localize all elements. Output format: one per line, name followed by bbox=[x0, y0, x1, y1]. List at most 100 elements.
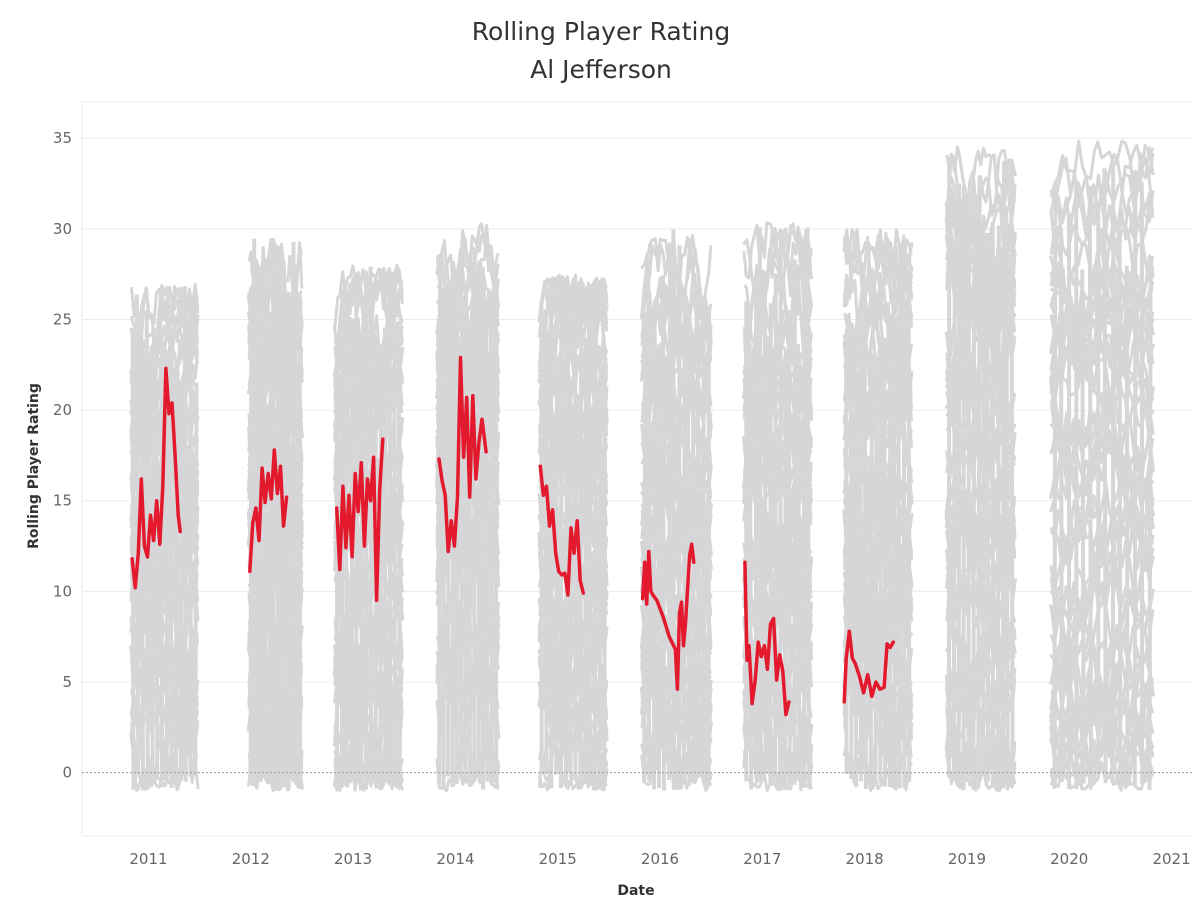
background-player-line bbox=[805, 227, 812, 785]
background-player-line bbox=[563, 289, 570, 785]
background-player-line bbox=[290, 242, 296, 780]
background-season-band bbox=[842, 227, 914, 793]
background-player-line bbox=[1058, 227, 1064, 775]
background-player-line bbox=[646, 263, 652, 781]
background-player-line bbox=[597, 359, 603, 780]
background-player-line bbox=[786, 310, 792, 785]
background-player-line bbox=[602, 358, 608, 774]
background-player-line bbox=[976, 175, 982, 773]
background-player-line bbox=[901, 251, 907, 788]
background-player-line bbox=[484, 316, 490, 782]
series-line[interactable] bbox=[743, 560, 791, 717]
y-tick-label: 10 bbox=[53, 582, 72, 600]
series-line[interactable] bbox=[538, 464, 586, 597]
background-player-line bbox=[671, 229, 676, 780]
x-tick-label: 2014 bbox=[436, 850, 474, 868]
background-player-line bbox=[392, 349, 397, 784]
chart-title: Rolling Player Rating bbox=[472, 17, 730, 46]
background-player-line bbox=[267, 367, 273, 778]
x-tick-label: 2018 bbox=[846, 850, 884, 868]
background-player-line bbox=[842, 233, 914, 402]
background-player-line bbox=[853, 351, 859, 788]
y-tick-label: 15 bbox=[53, 492, 72, 510]
y-axis-label: Rolling Player Rating bbox=[26, 383, 42, 549]
background-player-line bbox=[747, 342, 754, 790]
background-player-line bbox=[150, 385, 156, 773]
background-player-line bbox=[1124, 265, 1130, 786]
background-player-line bbox=[778, 230, 783, 790]
background-player-line bbox=[995, 225, 1001, 789]
y-tick-label: 20 bbox=[53, 401, 72, 419]
background-player-line bbox=[262, 267, 268, 775]
y-tick-label: 35 bbox=[53, 129, 72, 147]
background-player-line bbox=[270, 311, 276, 781]
background-player-line bbox=[858, 325, 864, 782]
background-player-line bbox=[882, 341, 888, 787]
x-tick-label: 2016 bbox=[641, 850, 679, 868]
background-player-line bbox=[164, 373, 170, 777]
background-player-line bbox=[1087, 185, 1094, 786]
y-axis-ticks: 0 5 10 15 20 25 30 35 bbox=[53, 129, 72, 781]
background-player-line bbox=[757, 226, 763, 783]
background-player-line bbox=[906, 288, 912, 782]
background-player-line bbox=[1049, 143, 1155, 250]
series-line[interactable] bbox=[437, 355, 488, 554]
background-player-line bbox=[592, 321, 598, 785]
chart-subtitle: Al Jefferson bbox=[530, 55, 672, 84]
background-player-line bbox=[359, 364, 365, 775]
background-season-band bbox=[639, 229, 714, 792]
y-tick-label: 0 bbox=[62, 764, 72, 782]
background-player-line bbox=[862, 283, 868, 790]
background-player-line bbox=[971, 238, 977, 790]
background-player-line bbox=[275, 245, 280, 790]
y-tick-label: 30 bbox=[53, 220, 72, 238]
background-player-line bbox=[640, 237, 713, 365]
x-tick-label: 2017 bbox=[743, 850, 781, 868]
x-tick-label: 2019 bbox=[948, 850, 986, 868]
background-season-band bbox=[944, 145, 1017, 793]
background-player-line bbox=[842, 237, 913, 421]
series-line[interactable] bbox=[334, 437, 385, 603]
series-line[interactable] bbox=[130, 366, 182, 590]
background-player-line bbox=[1147, 295, 1153, 791]
series-line[interactable] bbox=[842, 629, 896, 704]
x-tick-label: 2011 bbox=[129, 850, 167, 868]
series-line[interactable] bbox=[640, 542, 696, 691]
background-player-line bbox=[178, 384, 184, 781]
x-tick-label: 2012 bbox=[232, 850, 270, 868]
background-player-line bbox=[1052, 181, 1058, 789]
background-player-line bbox=[583, 337, 588, 779]
highlighted-player-lines bbox=[130, 355, 896, 717]
background-player-line bbox=[1000, 160, 1007, 789]
background-player-line bbox=[782, 355, 788, 790]
background-season-band bbox=[129, 282, 200, 792]
background-player-line bbox=[586, 316, 592, 784]
x-tick-label: 2013 bbox=[334, 850, 372, 868]
background-player-line bbox=[293, 269, 299, 785]
background-player-line bbox=[666, 242, 673, 780]
background-player-line bbox=[795, 343, 802, 780]
background-player-line bbox=[984, 233, 991, 782]
x-tick-label: 2020 bbox=[1050, 850, 1088, 868]
x-tick-label: 2021 bbox=[1152, 850, 1190, 868]
background-player-line bbox=[543, 309, 549, 774]
background-player-line bbox=[685, 315, 691, 773]
background-player-line bbox=[193, 382, 199, 777]
x-axis-ticks: 2011 2012 2013 2014 2015 2016 2017 2018 2019 2020… bbox=[129, 850, 1190, 868]
series-line[interactable] bbox=[248, 448, 289, 574]
x-tick-label: 2015 bbox=[539, 850, 577, 868]
background-player-line bbox=[1009, 204, 1015, 784]
background-player-line bbox=[640, 276, 713, 342]
background-player-line bbox=[1004, 205, 1010, 774]
background-player-line bbox=[642, 332, 648, 783]
background-player-line bbox=[896, 313, 902, 789]
background-player-line bbox=[445, 345, 451, 777]
background-player-line bbox=[868, 353, 875, 783]
background-player-line bbox=[1117, 222, 1123, 790]
background-season-band bbox=[1048, 139, 1156, 792]
background-player-line bbox=[1080, 269, 1086, 784]
background-player-line bbox=[139, 365, 145, 791]
background-player-line bbox=[174, 370, 180, 781]
